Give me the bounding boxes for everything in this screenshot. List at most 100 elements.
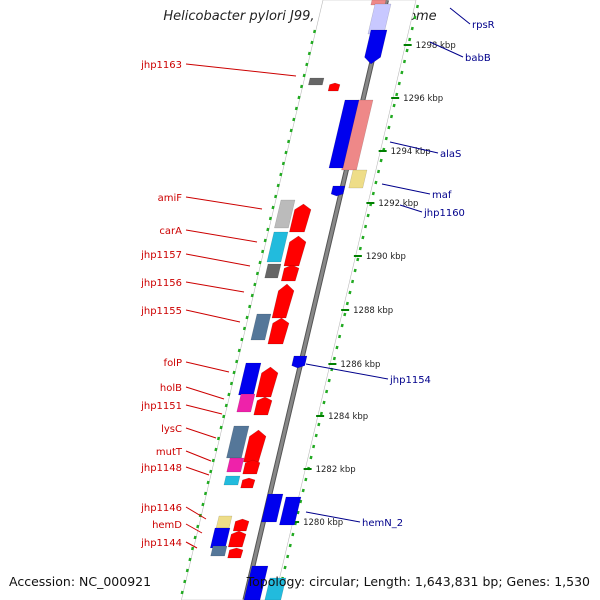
right-track-tick: [314, 433, 318, 438]
right-track-tick: [376, 169, 381, 174]
right-track-tick: [296, 510, 300, 515]
right-track-tick: [309, 455, 313, 460]
label-jhp1156: jhp1156: [140, 278, 182, 289]
left-track-tick: [274, 194, 278, 199]
right-track-tick: [286, 554, 290, 559]
label-hemD: hemD: [152, 520, 182, 531]
left-track-tick: [289, 128, 293, 133]
label-lysC: lysC: [161, 424, 182, 435]
right-track-tick: [343, 312, 347, 317]
label-jhp1155: jhp1155: [140, 306, 182, 317]
left-track-tick: [216, 436, 221, 441]
right-track-tick: [348, 290, 352, 295]
leader-carA: [185, 229, 258, 243]
left-track-tick: [258, 260, 262, 265]
right-track-tick: [400, 70, 404, 75]
gene-alaS: [328, 99, 360, 169]
leader-amiF: [185, 196, 263, 210]
gene-jhp1148: [223, 475, 241, 486]
left-track-tick: [276, 183, 280, 188]
left-track-tick: [307, 51, 311, 56]
gene-jhp1155-arrow: [267, 317, 290, 345]
left-track-tick: [206, 480, 210, 485]
right-track-tick: [312, 444, 316, 449]
leader-holB: [185, 386, 225, 400]
left-track-tick: [183, 579, 187, 584]
right-track-tick: [332, 356, 336, 361]
gene-hemD-arrow: [227, 530, 247, 548]
scale-label: 1292 kbp: [378, 199, 418, 209]
right-track-tick: [317, 422, 321, 427]
right-track-tick: [283, 565, 287, 570]
left-track-tick: [292, 117, 296, 122]
leader-jhp1148: [185, 466, 210, 476]
label-babB: babB: [465, 53, 491, 64]
label-jhp1163: jhp1163: [140, 60, 182, 71]
left-track-tick: [219, 425, 223, 430]
right-track-tick: [325, 389, 329, 394]
left-track-tick: [255, 271, 260, 276]
label-jhp1154: jhp1154: [389, 375, 431, 386]
left-track-tick: [222, 414, 226, 419]
left-track-tick: [185, 568, 189, 573]
right-track-tick: [371, 191, 375, 196]
left-track-tick: [237, 348, 241, 353]
scale-label: 1286 kbp: [340, 360, 380, 370]
left-track-tick: [242, 326, 247, 331]
gene-jhp1154: [291, 355, 308, 369]
left-track-tick: [232, 370, 236, 375]
gene-bottom-blue: [243, 565, 269, 600]
leader-folP: [185, 361, 230, 373]
left-track-tick: [201, 502, 205, 507]
label-jhp1160: jhp1160: [423, 208, 465, 219]
left-track-tick: [224, 403, 228, 408]
right-track-tick: [345, 301, 349, 306]
label-mutT: mutT: [156, 447, 183, 458]
right-track-tick: [413, 15, 417, 20]
scale-label: 1296 kbp: [403, 94, 443, 104]
left-track-tick: [203, 491, 208, 496]
right-track-tick: [327, 378, 331, 383]
right-track-tick: [322, 400, 326, 405]
right-track-tick: [361, 235, 365, 240]
left-track-tick: [305, 62, 309, 67]
leader-jhp1157: [185, 253, 251, 267]
right-track-tick: [335, 345, 339, 350]
right-track-tick: [415, 4, 420, 9]
left-track-tick: [279, 172, 283, 177]
gene-bottom-cyan: [264, 577, 287, 600]
right-track-tick: [387, 125, 391, 130]
right-track-tick: [395, 92, 399, 97]
right-track-tick: [384, 136, 388, 141]
label-alaS: alaS: [440, 149, 461, 160]
gene-babB: [364, 29, 388, 65]
leader-lysC: [185, 427, 217, 439]
right-track-tick: [304, 477, 308, 482]
scale-label: 1282 kbp: [316, 465, 356, 475]
right-track-tick: [299, 499, 303, 504]
leader-maf: [381, 183, 431, 195]
gene-amiF: [274, 199, 296, 229]
topology-text: Topology: circular; Length: 1,643,831 bp…: [246, 574, 590, 589]
left-track-tick: [235, 359, 239, 364]
gene-jhp1144-arrow: [227, 547, 244, 559]
right-track-tick: [301, 488, 305, 493]
left-track-tick: [281, 161, 285, 166]
gene-jhp1146: [215, 515, 233, 529]
gene-hemN-a: [261, 493, 284, 523]
left-track-tick: [266, 227, 270, 232]
left-track-tick: [193, 535, 197, 540]
scale-label: 1290 kbp: [366, 252, 406, 262]
accession-text: Accession: NC_000921: [9, 574, 152, 589]
gene-maf: [348, 169, 368, 189]
right-track-tick: [363, 224, 368, 229]
right-track-tick: [291, 532, 295, 537]
right-track-tick: [353, 268, 357, 273]
left-track-tick: [211, 458, 215, 463]
left-track-tick: [190, 546, 195, 551]
gene-holB: [236, 393, 256, 413]
right-track-tick: [340, 323, 344, 328]
gene-jhp1155: [250, 313, 272, 341]
right-track-tick: [338, 334, 342, 339]
leader-hemN_2: [305, 511, 361, 523]
